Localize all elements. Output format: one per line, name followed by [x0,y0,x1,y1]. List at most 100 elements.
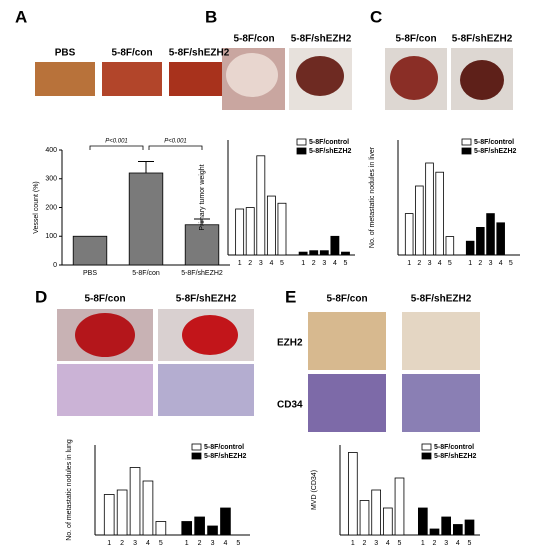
x-tick-label: 1 [351,540,355,547]
bar [309,250,319,256]
bar [128,172,164,266]
y-axis-label: MVD (CD34) [311,470,318,510]
bar [184,224,220,266]
x-tick-label: 3 [322,260,326,267]
photo-label: 5-8F/con [233,34,274,45]
x-tick-label: 4 [146,540,150,547]
y-tick-label: 0 [53,262,57,269]
photo-label: 5-8F/con [395,34,436,45]
tumor [226,53,278,97]
bar [319,250,329,256]
bar [445,236,455,256]
x-tick-label: 2 [363,540,367,547]
panel-letter: A [15,7,27,26]
photo-label: 5-8F/con [111,48,152,59]
bar [207,525,218,536]
x-tick-label: 2 [433,540,437,547]
photo [169,62,229,96]
photo-label: 5-8F/shEZH2 [452,34,513,45]
legend-swatch [461,138,472,146]
y-axis-label: No. of metastatic nodules in liver [369,146,376,248]
bar [103,494,115,536]
bar [116,489,128,536]
bar [404,213,414,256]
x-tick-label: 5 [468,540,472,547]
bar [429,528,440,536]
bar [129,467,141,536]
panel-letter: E [285,287,296,306]
y-tick-label: 100 [45,233,57,240]
x-tick-label: 4 [224,540,228,547]
photo-label: 5-8F/con [326,294,367,305]
x-tick-label: 5 [448,260,452,267]
x-tick-label: 4 [269,260,273,267]
x-tick-label: 4 [499,260,503,267]
x-tick-label: 1 [185,540,189,547]
histology [402,312,480,370]
x-tick-label: 3 [374,540,378,547]
bar [155,521,167,536]
tumor [296,56,344,96]
photo-label: 5-8F/shEZH2 [291,34,352,45]
bar [72,235,108,266]
x-tick-label: 5 [398,540,402,547]
liver [390,56,438,100]
x-tick-label: PBS [83,270,97,277]
x-tick-label: 1 [421,540,425,547]
legend-label: 5-8F/control [204,444,244,451]
x-tick-label: 5 [236,540,240,547]
bar [486,213,495,256]
photo [102,62,162,96]
photo-label: 5-8F/shEZH2 [169,48,230,59]
legend-swatch [191,452,202,460]
annotation: P<0.001 [164,139,187,145]
legend-label: 5-8F/shEZH2 [434,453,477,460]
x-tick-label: 2 [478,260,482,267]
legend-label: 5-8F/control [434,444,474,451]
bar [425,162,434,256]
bar [417,507,428,536]
x-tick-label: 1 [301,260,305,267]
bar [277,202,287,256]
y-axis-label: No. of metastatic nodules in lung [66,439,73,541]
x-tick-label: 2 [417,260,421,267]
bar [435,171,444,256]
histology [308,312,386,370]
x-tick-label: 2 [120,540,124,547]
x-tick-label: 4 [456,540,460,547]
bar [415,185,424,256]
x-tick-label: 4 [333,260,337,267]
legend-label: 5-8F/shEZH2 [309,148,352,155]
annotation: P<0.001 [105,139,128,145]
legend-label: 5-8F/shEZH2 [204,453,247,460]
bar [359,500,370,536]
histology [402,374,480,432]
bar [194,516,205,536]
bar [330,235,340,256]
bar [394,477,405,536]
legend-swatch [421,443,432,451]
y-tick-label: 300 [45,176,57,183]
bar [256,155,266,256]
bar [465,240,475,256]
photo-label: PBS [55,48,76,59]
photo-label: 5-8F/shEZH2 [411,294,472,305]
bar [496,222,505,256]
legend-swatch [461,147,472,155]
bar [441,516,452,536]
x-tick-label: 1 [107,540,111,547]
bar [347,452,358,536]
histology [308,374,386,432]
y-tick-label: 400 [45,147,57,154]
x-tick-label: 3 [133,540,137,547]
lung [182,315,238,355]
x-tick-label: 2 [198,540,202,547]
lung [75,313,135,357]
x-tick-label: 1 [468,260,472,267]
row-label: CD34 [277,400,303,411]
x-tick-label: 3 [428,260,432,267]
panel-letter: B [205,7,217,26]
bar [476,226,485,256]
x-tick-label: 5 [509,260,513,267]
